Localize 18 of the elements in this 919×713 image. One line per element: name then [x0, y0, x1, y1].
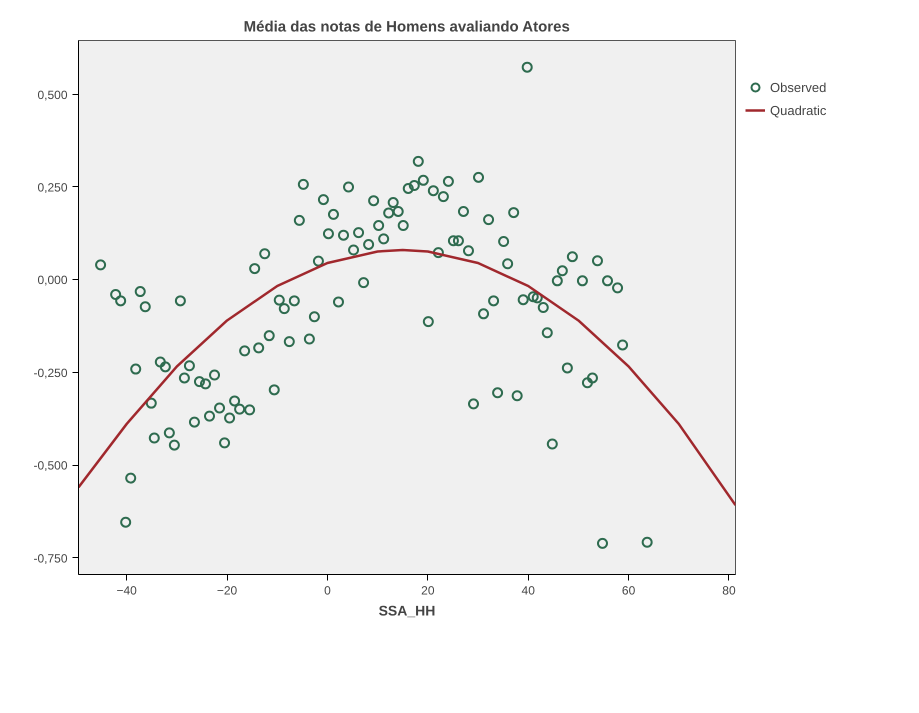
x-tick-label: 20: [421, 584, 435, 598]
line-series: [78, 248, 736, 506]
y-tick-label: 0,500: [37, 88, 68, 102]
chart-title: Média das notas de Homens avaliando Atores: [244, 18, 570, 36]
x-tick-label: 40: [522, 584, 536, 598]
y-tick-label: 0,000: [37, 273, 68, 288]
x-axis-title: SSA_HH: [378, 602, 436, 618]
x-tick-label: −40: [116, 584, 138, 598]
x-tick-label: 60: [622, 584, 636, 598]
y-tick-label: -0,250: [33, 366, 68, 380]
y-tick-label: 0,250: [37, 180, 68, 194]
x-tick-label: −20: [216, 584, 238, 598]
legend-label: Quadratic: [770, 102, 826, 118]
x-tick-label: 0: [324, 584, 332, 598]
legend-label: Observed: [770, 80, 826, 94]
y-tick-label: -0,750: [33, 551, 68, 566]
x-tick-label: 80: [722, 584, 736, 598]
y-tick-label: -0,500: [33, 458, 68, 473]
